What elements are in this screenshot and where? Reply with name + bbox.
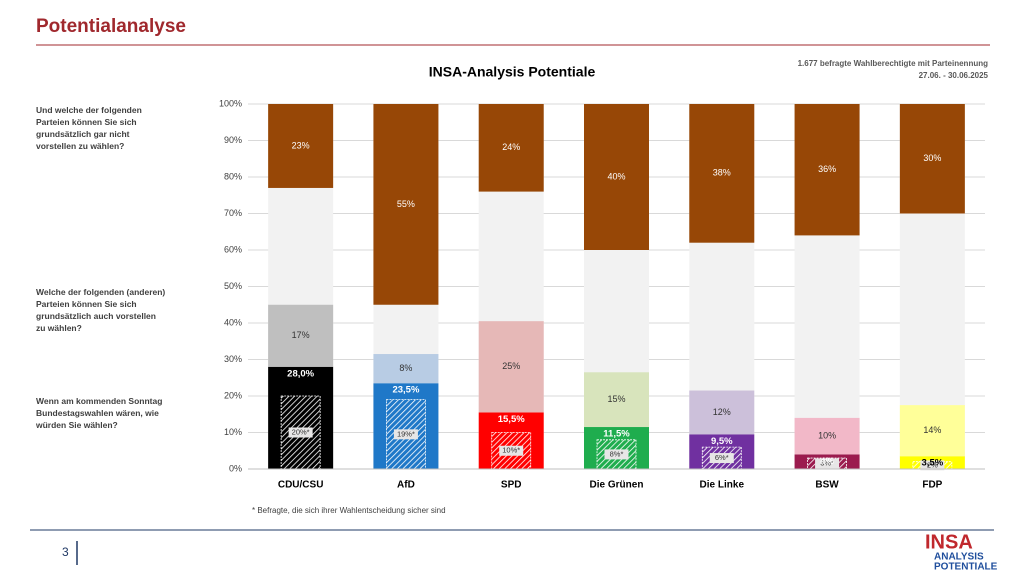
label-box: [709, 453, 734, 464]
value-label: 9,5%: [711, 436, 733, 447]
value-label: 6%*: [715, 453, 729, 462]
value-label: 15,5%: [498, 414, 525, 425]
x-tick-label: Die Grünen: [590, 480, 644, 491]
x-tick-label: CDU/CSU: [278, 480, 324, 491]
label-box: [288, 427, 313, 438]
value-label: 8%: [399, 363, 412, 373]
x-tick-label: AfD: [397, 480, 415, 491]
bar-segment: [899, 405, 965, 457]
y-tick-label: 50%: [224, 281, 242, 291]
value-label: 20%*: [292, 427, 310, 436]
bar-segment: [268, 104, 334, 188]
footnote: * Befragte, die sich ihrer Wahlentscheid…: [252, 506, 446, 515]
slide-title: Potentialanalyse: [36, 16, 186, 37]
value-label: 19%*: [397, 429, 415, 438]
x-tick-label: FDP: [922, 480, 942, 491]
bar-segment: [899, 104, 965, 214]
x-tick-label: SPD: [501, 480, 522, 491]
value-label: 11,5%: [603, 429, 630, 440]
value-label: 2%: [927, 460, 938, 469]
bar-segment: [478, 321, 544, 413]
bar-segment: [689, 390, 755, 435]
bar-segment: [478, 104, 544, 192]
y-tick-label: 10%: [224, 427, 242, 437]
question: Und welche der folgenden Parteien können…: [36, 105, 142, 151]
bar-segment: [584, 372, 649, 428]
bar-segment: [268, 304, 334, 367]
question: Welche der folgenden (anderen) Parteien …: [36, 287, 166, 333]
value-label: 12%: [713, 407, 731, 417]
note: 1.677 befragte Wahlberechtigte mit Parte…: [798, 59, 989, 68]
label-box: [393, 429, 418, 440]
value-label: 17%: [292, 330, 310, 340]
label-box: [499, 445, 524, 456]
value-label: 24%: [502, 142, 520, 152]
logo-line: ANALYSIS: [934, 552, 984, 563]
y-tick-label: 90%: [224, 135, 242, 145]
y-tick-label: 30%: [224, 354, 242, 364]
bar-segment: [794, 104, 860, 236]
value-label: 28,0%: [287, 368, 314, 379]
logo-brand: INSA: [925, 531, 973, 553]
value-label: 38%: [713, 168, 731, 178]
question: Wenn am kommenden Sonntag Bundestagswahl…: [36, 396, 163, 430]
value-label: 36%: [818, 164, 836, 174]
chart-title: INSA-Analysis Potentiale: [429, 64, 596, 80]
value-label: 10%: [818, 431, 836, 441]
y-tick-label: 100%: [219, 98, 242, 108]
value-label: 55%: [397, 199, 415, 209]
bar-segment: [689, 104, 755, 243]
value-label: 8%*: [610, 449, 624, 458]
y-tick-label: 40%: [224, 317, 242, 327]
y-tick-label: 0%: [229, 463, 242, 473]
x-tick-label: BSW: [815, 480, 839, 491]
value-label: 10%*: [502, 446, 520, 455]
bar-segment: [794, 417, 860, 455]
value-label: 30%: [923, 153, 941, 163]
y-tick-label: 20%: [224, 390, 242, 400]
logo-line: POTENTIALE: [934, 562, 998, 573]
value-label: 23,5%: [392, 385, 419, 396]
bar-segment: [584, 104, 649, 250]
value-label: 40%: [607, 171, 625, 181]
value-label: 4%: [820, 456, 834, 467]
bar-segment: [373, 104, 439, 305]
label-box: [815, 458, 840, 469]
value-label: 3%*: [820, 459, 834, 468]
value-label: 23%: [292, 140, 310, 150]
page-number: 3: [62, 545, 69, 559]
label-box: [604, 449, 629, 460]
value-label: 14%: [923, 425, 941, 435]
value-label: 25%: [502, 361, 520, 371]
note: 27.06. - 30.06.2025: [919, 71, 989, 80]
y-tick-label: 80%: [224, 171, 242, 181]
value-label: 3,5%: [922, 458, 944, 469]
x-tick-label: Die Linke: [700, 480, 745, 491]
y-tick-label: 60%: [224, 244, 242, 254]
label-box: [920, 460, 945, 471]
y-tick-label: 70%: [224, 208, 242, 218]
bar-segment: [373, 354, 439, 384]
value-label: 15%: [607, 394, 625, 404]
